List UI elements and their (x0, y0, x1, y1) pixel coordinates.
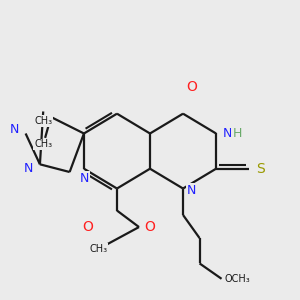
Text: O: O (145, 220, 155, 234)
Text: S: S (256, 162, 265, 176)
Text: N: N (10, 123, 19, 136)
Text: H: H (232, 127, 242, 140)
Text: N: N (222, 127, 232, 140)
Text: OCH₃: OCH₃ (224, 274, 250, 284)
Text: N: N (79, 172, 88, 185)
Text: N: N (187, 184, 196, 197)
Text: CH₃: CH₃ (89, 244, 107, 254)
Text: N: N (24, 162, 34, 175)
Text: CH₃: CH₃ (34, 116, 52, 126)
Text: O: O (82, 220, 93, 234)
Text: O: O (186, 80, 197, 94)
Text: CH₃: CH₃ (34, 140, 52, 149)
